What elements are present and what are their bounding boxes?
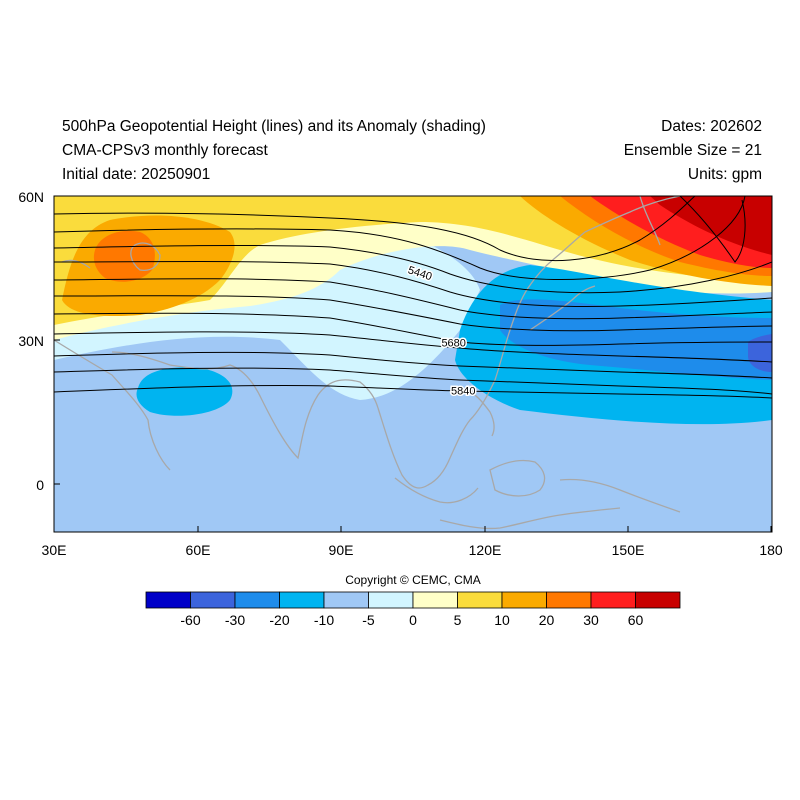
colorbar-swatch: [635, 591, 681, 609]
contour-label: 5840: [451, 385, 475, 397]
lat-label-0: 0: [36, 477, 44, 493]
coastline-new-guinea: [559, 478, 681, 513]
colorbar-swatch: [234, 591, 280, 609]
shade-neg20: [500, 299, 772, 380]
coastline-caspian: [130, 242, 161, 271]
shade-neg30: [748, 334, 772, 372]
contour-line: [54, 196, 746, 280]
axis-ticks: [53, 195, 772, 532]
units: Units: gpm: [687, 166, 762, 183]
coastline-java: [439, 507, 621, 530]
coastline-japan: [529, 285, 596, 331]
coastline-sumatra: [394, 477, 479, 504]
contour-line: [54, 278, 772, 320]
coastline-arabia: [54, 339, 171, 471]
coastline-taiwan-phil: [469, 391, 495, 437]
height-contours: [54, 196, 772, 399]
coastline-china: [494, 231, 586, 381]
colorbar-label: -10: [313, 612, 335, 628]
colorbar-label: 10: [494, 612, 510, 628]
colorbar-label: -20: [269, 612, 290, 628]
lon-label-150e: 150E: [611, 542, 645, 558]
lon-label-120e: 120E: [468, 542, 502, 558]
colorbar-label: 20: [538, 612, 555, 628]
initial-date: Initial date: 20250901: [62, 166, 211, 183]
colorbar-label: 0: [409, 612, 417, 628]
coastline-russia: [584, 196, 681, 233]
colorbar-swatch: [457, 591, 503, 609]
lon-label-180: 180: [759, 542, 783, 558]
lon-label-90e: 90E: [328, 542, 354, 558]
colorbar-swatch: [546, 591, 592, 609]
contour-label: 5680: [441, 337, 465, 349]
anomaly-shading: [54, 196, 772, 532]
contour-line: [54, 295, 772, 332]
coastline-kamchatka: [639, 196, 661, 246]
map-frame: [53, 195, 773, 533]
colorbar-label: -30: [224, 612, 246, 628]
contour-line: [54, 312, 772, 346]
map-title: 500hPa Geopotential Height (lines) and i…: [62, 118, 486, 135]
shade-max-red: [650, 196, 772, 255]
colorbar-label: 30: [583, 612, 599, 628]
ensemble-size: Ensemble Size = 21: [623, 142, 762, 159]
lon-label-30e: 30E: [41, 542, 67, 558]
contour-line: [54, 367, 772, 395]
lat-label-60n: 60N: [18, 189, 44, 205]
colorbar-swatch: [501, 591, 547, 609]
colorbar-label: 5: [453, 612, 462, 628]
copyright: Copyright © CEMC, CMA: [345, 573, 481, 587]
colorbar: [145, 591, 681, 609]
lon-label-60e: 60E: [185, 542, 211, 558]
coastline-indochina: [377, 379, 496, 489]
contour-line: [54, 196, 696, 262]
coastline-black-sea: [61, 259, 91, 269]
coastlines: [54, 196, 681, 530]
contour-line: [54, 384, 772, 399]
colorbar-swatch: [368, 591, 414, 609]
contour-line: [54, 261, 772, 307]
contour-line: [54, 244, 772, 294]
lat-label-30n: 30N: [18, 333, 44, 349]
colorbar-swatch: [145, 591, 191, 609]
forecast-dates: Dates: 202602: [661, 118, 762, 135]
colorbar-swatch: [190, 591, 236, 609]
colorbar-swatch: [323, 591, 369, 609]
colorbar-label: 60: [627, 612, 644, 628]
colorbar-swatch: [412, 591, 458, 609]
shade-neg10-west: [136, 367, 233, 416]
colorbar-swatch: [590, 591, 636, 609]
colorbar-swatch: [279, 591, 325, 609]
contour-line: [54, 351, 772, 379]
contour-low-east: [679, 196, 746, 263]
colorbar-label: -5: [362, 612, 375, 628]
model-name: CMA-CPSv3 monthly forecast: [62, 142, 268, 159]
coastline-borneo: [489, 459, 546, 497]
colorbar-label: -60: [180, 612, 201, 628]
coastline-india: [111, 351, 379, 460]
contour-line: [54, 331, 772, 363]
